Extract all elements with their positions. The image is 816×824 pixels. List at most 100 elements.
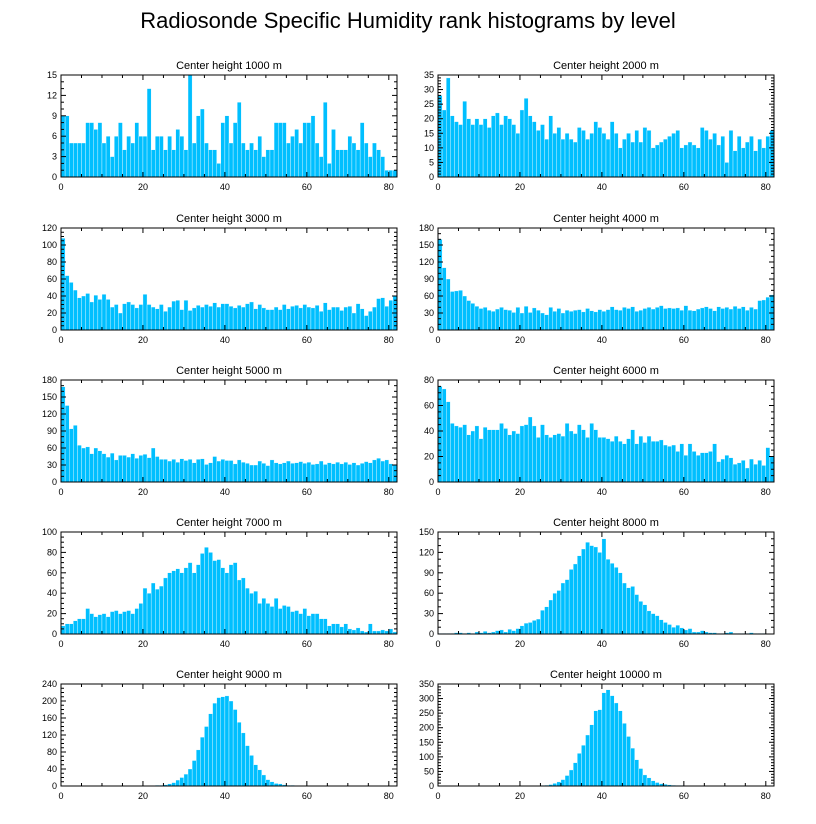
bar [388,300,394,331]
bar [179,572,185,635]
bar [73,289,78,331]
bar [687,309,693,331]
bar [232,463,238,483]
bar [142,454,148,483]
x-tick-label: 80 [761,487,771,497]
bar [388,463,394,483]
bar [187,74,193,178]
bar [109,156,115,178]
bar [704,130,709,178]
bar [700,307,705,331]
bar [323,302,328,331]
bar [245,745,250,787]
bar [601,311,607,331]
x-tick-label: 20 [138,639,148,649]
bar [609,441,615,483]
bar [331,463,336,483]
bar [544,434,549,483]
bars [437,538,766,635]
bar [622,582,627,635]
bar [446,278,451,331]
bar [454,290,459,331]
bar [310,613,316,635]
bar [650,308,656,331]
bar [343,149,349,178]
bar [73,425,78,483]
bar [532,307,537,331]
bar [642,308,648,331]
bar [450,291,455,331]
bar [249,301,254,331]
bar [630,306,635,331]
bar [536,130,541,178]
x-tick-label: 60 [302,182,312,192]
y-tick-label: 150 [419,737,434,747]
bar [380,156,385,178]
bar [355,464,361,483]
bar [81,447,86,483]
bar [204,464,209,483]
bar [577,424,582,483]
bar [765,447,771,483]
bar [302,122,308,178]
bar [290,136,295,178]
bar [101,294,107,331]
x-tick-label: 20 [515,487,525,497]
bar [593,429,598,483]
bar [327,309,332,331]
bar [687,443,693,483]
bar [503,428,508,483]
bar [749,458,754,483]
bar [441,267,447,331]
bar [364,142,369,178]
y-tick-label: 0 [429,477,434,487]
bar [663,444,668,483]
bar [556,127,562,178]
bar [642,604,648,635]
y-tick-label: 35 [424,70,434,80]
bar [298,461,303,483]
x-tick-label: 80 [761,639,771,649]
bar [118,122,123,178]
bar [237,102,242,178]
bar [97,299,103,331]
bar [573,563,578,635]
bar [663,308,668,331]
bar [122,611,127,635]
bar [159,304,164,331]
bar [446,401,451,483]
x-tick-label: 60 [302,487,312,497]
y-tick-label: 160 [42,713,57,723]
bar [183,460,189,483]
bar [77,618,82,635]
bar [491,311,496,331]
y-tick-label: 80 [47,747,57,757]
bar [130,613,135,635]
bar [691,310,697,331]
bar [200,108,205,178]
bar [89,613,94,635]
bar [73,620,78,635]
bar [450,115,455,178]
x-tick-label: 20 [515,335,525,345]
bar [474,118,480,178]
bar [593,710,598,787]
panel-1: Center height 1000 m 0 20 40 60 80 0 3 6 9 12 15 [47,60,398,192]
bar [609,306,615,331]
bar [101,613,107,635]
bar [556,308,562,331]
bar [298,613,303,635]
bar [331,306,336,331]
bar [495,630,500,635]
bar [499,423,504,483]
y-tick-label: 60 [47,568,57,578]
bar [138,304,144,331]
bar [306,461,312,483]
bar [712,443,717,483]
bar [753,150,758,178]
bar [200,553,205,635]
bar [511,312,517,331]
bar [519,625,525,635]
bar [257,769,262,787]
